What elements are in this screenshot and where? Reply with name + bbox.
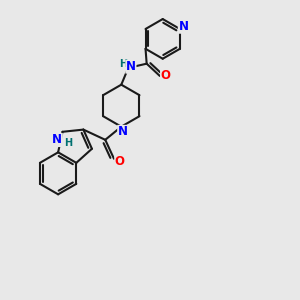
Text: H: H <box>119 59 127 69</box>
Text: O: O <box>160 69 171 82</box>
Text: N: N <box>52 134 62 146</box>
Text: N: N <box>178 20 188 33</box>
Text: N: N <box>126 60 136 73</box>
Text: H: H <box>64 138 72 148</box>
Text: O: O <box>115 155 125 168</box>
Text: N: N <box>118 125 128 138</box>
